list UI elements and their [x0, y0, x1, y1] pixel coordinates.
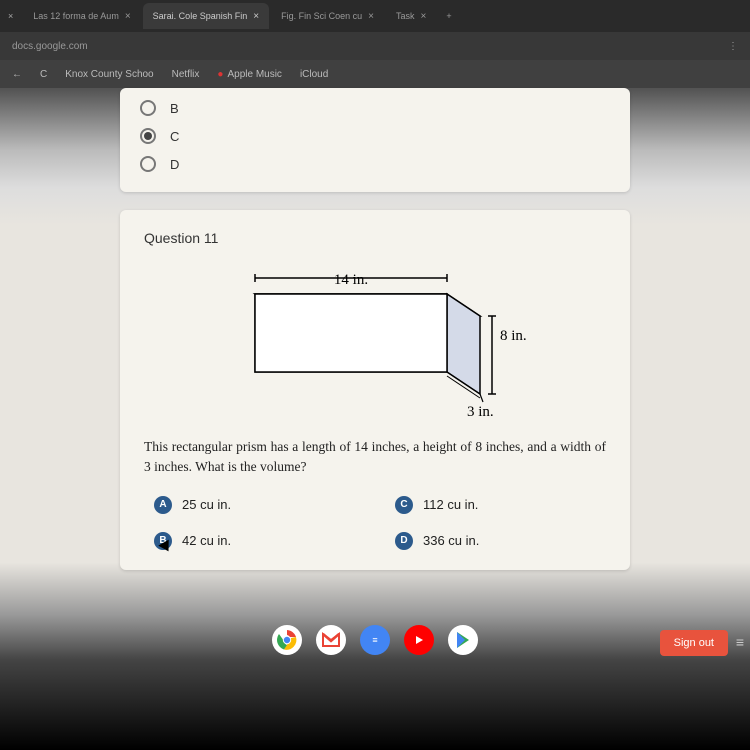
- radio-icon[interactable]: [140, 128, 156, 144]
- answer-text: 336 cu in.: [423, 533, 479, 548]
- question-card: Question 11 14 in. 8 in.: [120, 210, 630, 570]
- gmail-icon[interactable]: [316, 625, 346, 655]
- question-text: This rectangular prism has a length of 1…: [144, 437, 606, 478]
- back-icon[interactable]: ←: [12, 69, 22, 80]
- answer-grid: A 25 cu in. C 112 cu in. B 42 cu in. D: [144, 496, 606, 550]
- height-label: 8 in.: [500, 328, 527, 344]
- answer-text: 25 cu in.: [182, 497, 231, 512]
- laptop-screen: × Las 12 forma de Aum × Sarai. Cole Span…: [0, 0, 750, 750]
- answer-d[interactable]: D 336 cu in.: [395, 532, 606, 550]
- new-tab-button[interactable]: +: [438, 11, 459, 21]
- bookmark-label: Apple Music: [227, 69, 281, 80]
- reload-icon[interactable]: C: [40, 69, 47, 80]
- prism-diagram: 14 in. 8 in. 3 in.: [215, 264, 535, 429]
- radio-label: D: [170, 157, 179, 172]
- close-icon[interactable]: ×: [368, 11, 374, 22]
- tab-3[interactable]: Task ×: [386, 3, 436, 29]
- tab-label: Fig. Fin Sci Coen cu: [281, 11, 362, 21]
- close-icon[interactable]: ×: [253, 11, 259, 22]
- bookmark-item[interactable]: ●Apple Music: [217, 69, 282, 80]
- answer-badge: A: [154, 496, 172, 514]
- url-bar[interactable]: docs.google.com ⋮: [0, 32, 750, 60]
- page-content: B C D Question 11 14 in.: [0, 88, 750, 608]
- tab-0[interactable]: Las 12 forma de Aum ×: [23, 3, 140, 29]
- bookmark-label: Netflix: [172, 69, 200, 80]
- answer-badge: D: [395, 532, 413, 550]
- tab-label: Las 12 forma de Aum: [33, 11, 119, 21]
- answer-badge: C: [395, 496, 413, 514]
- close-icon[interactable]: ×: [125, 11, 131, 22]
- youtube-icon[interactable]: [404, 625, 434, 655]
- url-text: docs.google.com: [12, 41, 88, 52]
- answer-a[interactable]: A 25 cu in.: [154, 496, 365, 514]
- play-icon[interactable]: [448, 625, 478, 655]
- width-label: 3 in.: [467, 404, 494, 420]
- docs-icon[interactable]: ≡: [360, 625, 390, 655]
- answer-text: 42 cu in.: [182, 533, 231, 548]
- tab-2[interactable]: Fig. Fin Sci Coen cu ×: [271, 3, 384, 29]
- previous-question-card: B C D: [120, 88, 630, 192]
- radio-option-d[interactable]: D: [140, 150, 610, 178]
- tab-label: Task: [396, 11, 415, 21]
- answer-b[interactable]: B 42 cu in.: [154, 532, 365, 550]
- length-label: 14 in.: [334, 272, 368, 288]
- bookmark-label: Knox County Schoo: [65, 69, 153, 80]
- extensions-icon[interactable]: ⋮: [728, 41, 738, 52]
- answer-c[interactable]: C 112 cu in.: [395, 496, 606, 514]
- radio-label: B: [170, 101, 179, 116]
- tab-label: Sarai. Cole Spanish Fin: [153, 11, 248, 21]
- bookmark-label: iCloud: [300, 69, 328, 80]
- menu-icon[interactable]: ≡: [736, 634, 744, 650]
- bookmark-item[interactable]: Knox County Schoo: [65, 69, 153, 80]
- bookmark-item[interactable]: iCloud: [300, 69, 328, 80]
- tab-1[interactable]: Sarai. Cole Spanish Fin ×: [143, 3, 269, 29]
- answer-text: 112 cu in.: [423, 497, 478, 512]
- radio-icon[interactable]: [140, 156, 156, 172]
- chrome-icon[interactable]: [272, 625, 302, 655]
- browser-tabs-bar: × Las 12 forma de Aum × Sarai. Cole Span…: [0, 0, 750, 32]
- close-icon[interactable]: ×: [420, 11, 426, 22]
- signout-button[interactable]: Sign out: [660, 630, 728, 656]
- radio-option-c[interactable]: C: [140, 122, 610, 150]
- chrome-os-shelf: ≡: [0, 618, 750, 662]
- bookmarks-bar: ← C Knox County Schoo Netflix ●Apple Mus…: [0, 60, 750, 88]
- bookmark-item[interactable]: Netflix: [172, 69, 200, 80]
- radio-option-b[interactable]: B: [140, 94, 610, 122]
- radio-icon[interactable]: [140, 100, 156, 116]
- radio-label: C: [170, 129, 179, 144]
- question-number: Question 11: [144, 230, 606, 246]
- close-icon[interactable]: ×: [8, 11, 13, 21]
